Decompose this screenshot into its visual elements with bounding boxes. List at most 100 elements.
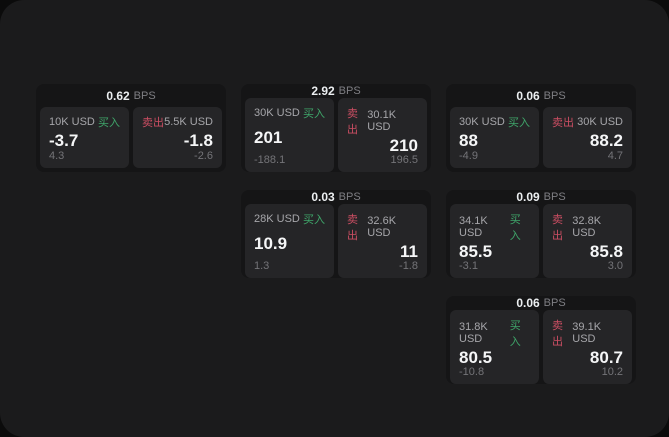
bps-unit-label: BPS [543,89,566,102]
buy-size-label: 34.1K USD [459,215,488,239]
buy-panel-header: 31.8K USD 买入 [459,317,530,349]
sell-delta: 10.2 [601,366,623,378]
bps-unit-label: BPS [543,297,566,309]
sell-size-label: 32.8K USD [572,215,602,239]
bps-unit-label: BPS [133,89,156,102]
card-bps-header: 0.62 BPS [40,84,222,107]
sell-price: 11 [400,242,418,261]
buy-delta: 1.3 [254,260,270,272]
buy-price: 88 [459,130,478,150]
sell-size-label: 30.1K USD [367,109,397,133]
sell-panel-header: 卖出 39.1K USD [552,317,623,349]
sell-panel-header: 卖出 30.1K USD [347,105,418,137]
buy-side-label: 买入 [98,117,120,129]
sell-price: 80.7 [589,348,623,367]
quote-card: 0.03 BPS 28K USD 买入 10.9 1.3 卖出 32.6K US… [241,190,431,278]
buy-side-label: 买入 [508,117,530,129]
sell-price: 85.8 [589,242,623,261]
buy-panel[interactable]: 31.8K USD 买入 80.5 -10.8 [450,310,539,384]
buy-side-label: 买入 [509,320,521,348]
bps-unit-label: BPS [543,191,566,203]
buy-panel[interactable]: 10K USD 买入 -3.7 4.3 [40,107,129,168]
bps-value: 0.06 [516,296,540,310]
bps-value: 0.09 [516,190,540,204]
sell-delta: -2.6 [194,150,213,162]
quote-card: 0.62 BPS 10K USD 买入 -3.7 4.3 卖出 5.5K USD… [36,84,226,172]
sell-side-label: 卖出 [552,320,563,348]
quote-panels: 34.1K USD 买入 85.5 -3.1 卖出 32.8K USD 85.8… [450,204,632,278]
buy-panel[interactable]: 28K USD 买入 10.9 1.3 [245,204,334,278]
quote-card: 2.92 BPS 30K USD 买入 201 -188.1 卖出 30.1K … [241,84,431,172]
buy-delta: -4.9 [459,150,478,162]
sell-panel[interactable]: 卖出 32.8K USD 85.8 3.0 [543,204,632,278]
sell-side-label: 卖出 [142,117,164,129]
bps-value: 0.03 [311,190,335,204]
bps-value: 0.06 [516,88,540,103]
buy-price: 10.9 [254,234,288,253]
bps-unit-label: BPS [338,85,361,97]
sell-panel-header: 卖出 5.5K USD [142,114,213,130]
buy-side-label: 买入 [303,108,325,120]
card-bps-header: 0.09 BPS [450,190,632,204]
buy-size-label: 10K USD [49,116,95,128]
buy-panel-header: 30K USD 买入 [459,114,530,130]
quote-panels: 30K USD 买入 88 -4.9 卖出 30K USD 88.2 4.7 [450,107,632,168]
sell-side-label: 卖出 [552,214,563,242]
card-bps-header: 2.92 BPS [245,84,427,98]
sell-delta: 4.7 [607,150,623,162]
sell-panel[interactable]: 卖出 32.6K USD 11 -1.8 [338,204,427,278]
buy-delta: 4.3 [49,150,65,162]
buy-price: 201 [254,128,283,147]
sell-panel-header: 卖出 30K USD [552,114,623,130]
buy-panel-header: 10K USD 买入 [49,114,120,130]
sell-delta: 3.0 [607,260,623,272]
bps-value: 2.92 [311,84,335,98]
sell-panel[interactable]: 卖出 39.1K USD 80.7 10.2 [543,310,632,384]
buy-panel-header: 30K USD 买入 [254,105,325,121]
quote-card: 0.09 BPS 34.1K USD 买入 85.5 -3.1 卖出 32.8K… [446,190,636,278]
sell-panel-header: 卖出 32.8K USD [552,211,623,243]
bps-unit-label: BPS [338,191,361,203]
buy-panel-header: 34.1K USD 买入 [459,211,530,243]
bps-value: 0.62 [106,88,130,103]
buy-size-label: 28K USD [254,213,300,225]
sell-side-label: 卖出 [347,214,358,242]
buy-panel[interactable]: 30K USD 买入 88 -4.9 [450,107,539,168]
buy-price: 80.5 [459,348,493,367]
quote-panels: 10K USD 买入 -3.7 4.3 卖出 5.5K USD -1.8 -2.… [40,107,222,168]
buy-size-label: 30K USD [254,107,300,119]
buy-price: 85.5 [459,242,493,261]
buy-delta: -188.1 [254,154,286,166]
sell-delta: -1.8 [399,260,418,272]
quote-card: 0.06 BPS 30K USD 买入 88 -4.9 卖出 30K USD 8… [446,84,636,172]
sell-panel[interactable]: 卖出 30K USD 88.2 4.7 [543,107,632,168]
sell-size-label: 39.1K USD [572,321,602,345]
buy-panel[interactable]: 34.1K USD 买入 85.5 -3.1 [450,204,539,278]
buy-side-label: 买入 [509,214,521,242]
quote-panels: 30K USD 买入 201 -188.1 卖出 30.1K USD 210 1… [245,98,427,172]
buy-size-label: 31.8K USD [459,321,488,345]
sell-price: -1.8 [183,130,213,150]
sell-size-label: 30K USD [577,116,623,128]
sell-side-label: 卖出 [347,108,358,136]
buy-side-label: 买入 [303,214,325,226]
card-bps-header: 0.03 BPS [245,190,427,204]
sell-size-label: 5.5K USD [164,116,213,128]
sell-price: 88.2 [589,130,623,150]
sell-panel[interactable]: 卖出 30.1K USD 210 196.5 [338,98,427,172]
buy-panel[interactable]: 30K USD 买入 201 -188.1 [245,98,334,172]
quote-panels: 28K USD 买入 10.9 1.3 卖出 32.6K USD 11 -1.8 [245,204,427,278]
sell-panel[interactable]: 卖出 5.5K USD -1.8 -2.6 [133,107,222,168]
sell-delta: 196.5 [390,154,418,166]
buy-size-label: 30K USD [459,116,505,128]
card-bps-header: 0.06 BPS [450,296,632,310]
quote-panels: 31.8K USD 买入 80.5 -10.8 卖出 39.1K USD 80.… [450,310,632,384]
card-bps-header: 0.06 BPS [450,84,632,107]
sell-panel-header: 卖出 32.6K USD [347,211,418,243]
sell-side-label: 卖出 [552,117,574,129]
sell-price: 210 [389,136,418,155]
sell-size-label: 32.6K USD [367,215,397,239]
quote-card: 0.06 BPS 31.8K USD 买入 80.5 -10.8 卖出 39.1… [446,296,636,384]
buy-panel-header: 28K USD 买入 [254,211,325,227]
buy-delta: -10.8 [459,366,485,378]
